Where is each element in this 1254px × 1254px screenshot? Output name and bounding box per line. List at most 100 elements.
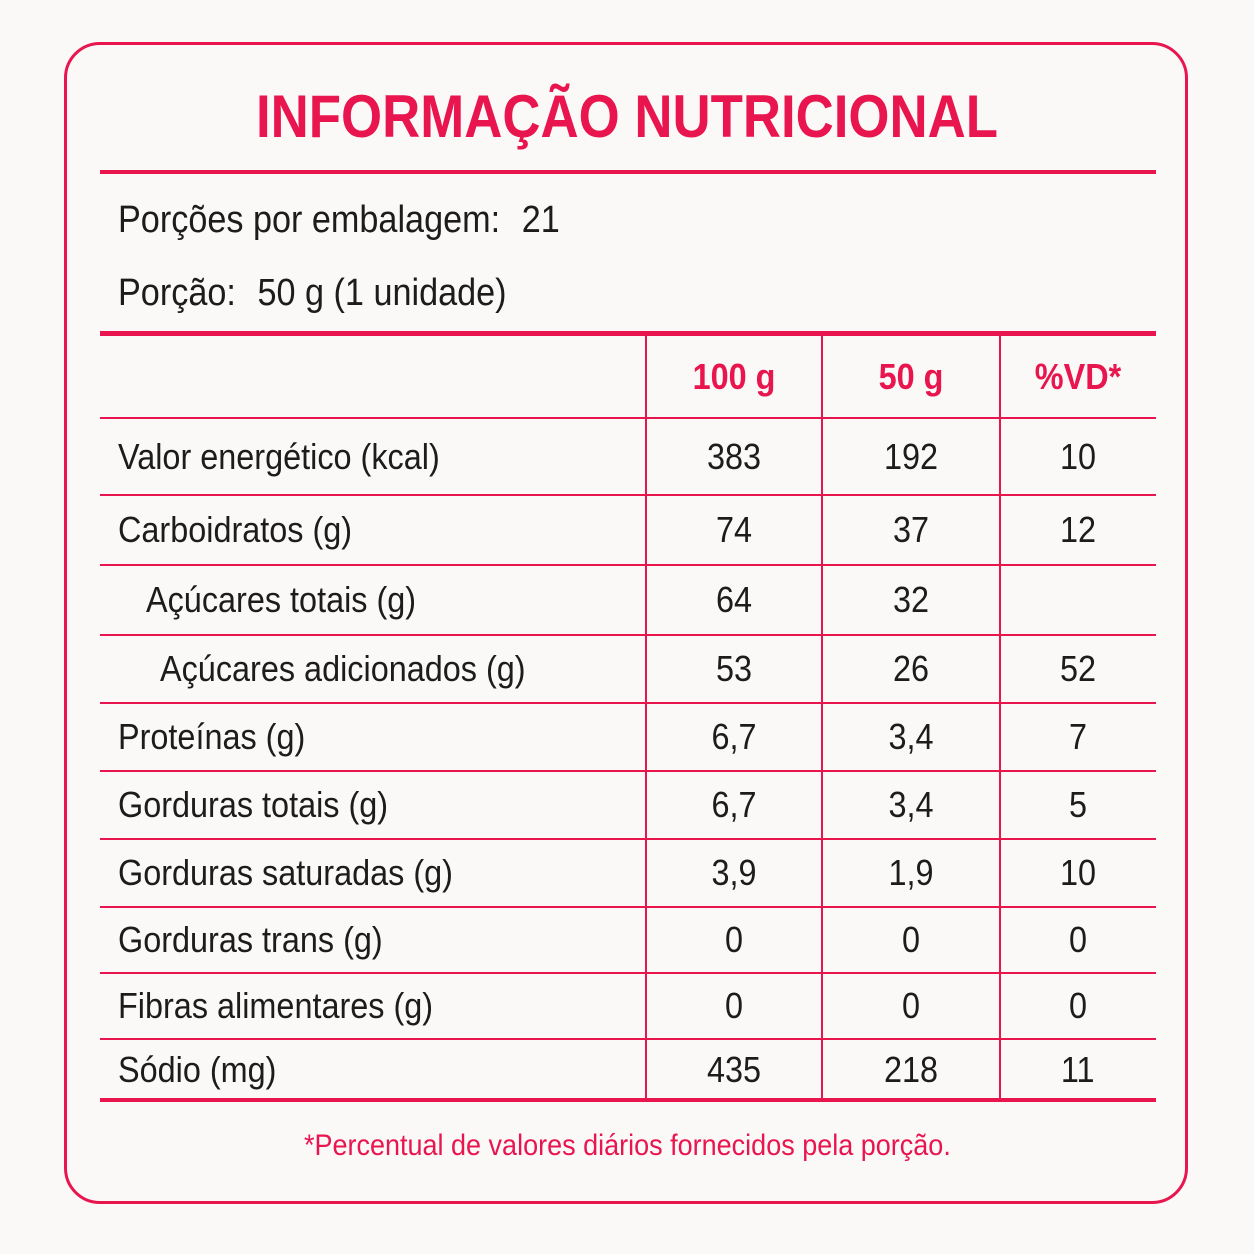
column-header-text: 50 g <box>878 356 944 397</box>
column-header: 50 g <box>822 336 1000 418</box>
nutrient-value-text: 0 <box>724 985 744 1026</box>
nutrition-title: INFORMAÇÃO NUTRICIONAL <box>255 83 999 150</box>
nutrient-value-text: 7 <box>1068 716 1088 757</box>
row-divider <box>100 634 1156 636</box>
column-divider <box>645 336 647 1100</box>
nutrient-value: 53 <box>646 635 822 703</box>
nutrient-value: 3,4 <box>822 771 1000 839</box>
column-header-text: %VD* <box>1034 356 1122 397</box>
nutrient-value: 74 <box>646 495 822 565</box>
row-divider <box>100 1038 1156 1040</box>
row-divider <box>100 702 1156 704</box>
column-header: %VD* <box>1000 336 1156 418</box>
nutrient-value-text: 3,4 <box>888 784 934 825</box>
nutrient-label-text: Gorduras trans (g) <box>118 919 383 960</box>
nutrient-value-text: 0 <box>724 919 744 960</box>
table-top-divider <box>100 331 1156 336</box>
nutrient-value: 192 <box>822 418 1000 495</box>
nutrient-value: 6,7 <box>646 703 822 771</box>
nutrient-label-text: Valor energético (kcal) <box>118 435 440 477</box>
column-header-text: 100 g <box>692 356 776 397</box>
nutrient-value-text: 52 <box>1059 648 1097 689</box>
nutrient-value: 10 <box>1000 418 1156 495</box>
row-divider <box>100 417 1156 419</box>
nutrient-value: 3,4 <box>822 703 1000 771</box>
portion-label: Porção: <box>118 272 236 314</box>
nutrient-value-text: 0 <box>901 919 921 960</box>
nutrient-value-text: 1,9 <box>888 852 934 893</box>
servings-per-package-value: 21 <box>521 199 560 241</box>
nutrient-value-text: 6,7 <box>711 784 757 825</box>
nutrient-label-text: Açúcares totais (g) <box>146 579 417 620</box>
nutrient-value: 0 <box>822 907 1000 973</box>
nutrient-label-text: Gorduras totais (g) <box>118 784 389 825</box>
footnote-text: *Percentual de valores diários fornecido… <box>303 1129 951 1162</box>
title-divider <box>100 170 1156 174</box>
nutrient-value: 12 <box>1000 495 1156 565</box>
nutrient-value-text: 0 <box>1068 919 1088 960</box>
nutrient-label: Gorduras saturadas (g) <box>118 839 646 907</box>
nutrient-value-text: 3,4 <box>888 716 934 757</box>
nutrient-value: 218 <box>822 1039 1000 1100</box>
row-divider <box>100 972 1156 974</box>
nutrient-label-text: Gorduras saturadas (g) <box>118 852 453 893</box>
nutrient-value-text: 192 <box>883 435 939 477</box>
nutrient-value-text: 6,7 <box>711 716 757 757</box>
nutrient-label-text: Fibras alimentares (g) <box>118 985 434 1026</box>
nutrient-value-text: 10 <box>1059 852 1097 893</box>
nutrient-label-text: Sódio (mg) <box>118 1048 277 1090</box>
nutrient-value: 0 <box>646 907 822 973</box>
nutrient-value: 37 <box>822 495 1000 565</box>
nutrient-label-text: Açúcares adicionados (g) <box>160 648 526 689</box>
nutrient-value-text: 74 <box>715 509 753 550</box>
servings-per-package-label: Porções por embalagem: <box>118 199 501 241</box>
nutrient-value-text: 26 <box>892 648 930 689</box>
portion-value: 50 g (1 unidade) <box>257 272 507 314</box>
nutrient-value: 64 <box>646 565 822 635</box>
column-header: 100 g <box>646 336 822 418</box>
nutrient-label-text: Carboidratos (g) <box>118 509 353 550</box>
column-divider <box>821 336 823 1100</box>
nutrient-value-text: 53 <box>715 648 753 689</box>
nutrient-label: Fibras alimentares (g) <box>118 973 646 1039</box>
nutrient-label-text: Proteínas (g) <box>118 716 306 757</box>
nutrient-value: 11 <box>1000 1039 1156 1100</box>
nutrient-label: Açúcares adicionados (g) <box>160 635 646 703</box>
table-bottom-divider <box>100 1098 1156 1102</box>
row-divider <box>100 838 1156 840</box>
nutrient-value-text: 32 <box>892 579 930 620</box>
nutrient-value-text: 3,9 <box>711 852 757 893</box>
nutrient-label: Gorduras trans (g) <box>118 907 646 973</box>
portion-size: Porção: 50 g (1 unidade) <box>118 270 507 316</box>
footnote: *Percentual de valores diários fornecido… <box>0 1126 1254 1166</box>
nutrient-value: 3,9 <box>646 839 822 907</box>
nutrition-panel <box>64 42 1188 1204</box>
nutrient-label: Proteínas (g) <box>118 703 646 771</box>
nutrient-value: 0 <box>646 973 822 1039</box>
nutrient-value: 435 <box>646 1039 822 1100</box>
nutrient-label: Carboidratos (g) <box>118 495 646 565</box>
nutrient-value: 7 <box>1000 703 1156 771</box>
nutrient-value-text: 383 <box>706 435 762 477</box>
nutrient-value <box>1000 565 1156 635</box>
row-divider <box>100 770 1156 772</box>
nutrient-value-text: 11 <box>1061 1048 1095 1090</box>
nutrient-value-text: 64 <box>715 579 753 620</box>
nutrient-value-text: 37 <box>892 509 930 550</box>
nutrient-value-text: 218 <box>883 1048 939 1090</box>
nutrient-value-text: 10 <box>1059 435 1097 477</box>
nutrient-value: 52 <box>1000 635 1156 703</box>
column-divider <box>999 336 1001 1100</box>
nutrient-value: 0 <box>822 973 1000 1039</box>
row-divider <box>100 906 1156 908</box>
nutrient-value-text: 5 <box>1068 784 1088 825</box>
row-divider <box>100 564 1156 566</box>
nutrient-label: Gorduras totais (g) <box>118 771 646 839</box>
nutrient-label: Sódio (mg) <box>118 1039 646 1100</box>
nutrient-value: 0 <box>1000 973 1156 1039</box>
nutrient-value-text: 0 <box>901 985 921 1026</box>
nutrient-value: 383 <box>646 418 822 495</box>
nutrient-value: 1,9 <box>822 839 1000 907</box>
nutrient-value-text: 0 <box>1068 985 1088 1026</box>
nutrient-label: Valor energético (kcal) <box>118 418 646 495</box>
